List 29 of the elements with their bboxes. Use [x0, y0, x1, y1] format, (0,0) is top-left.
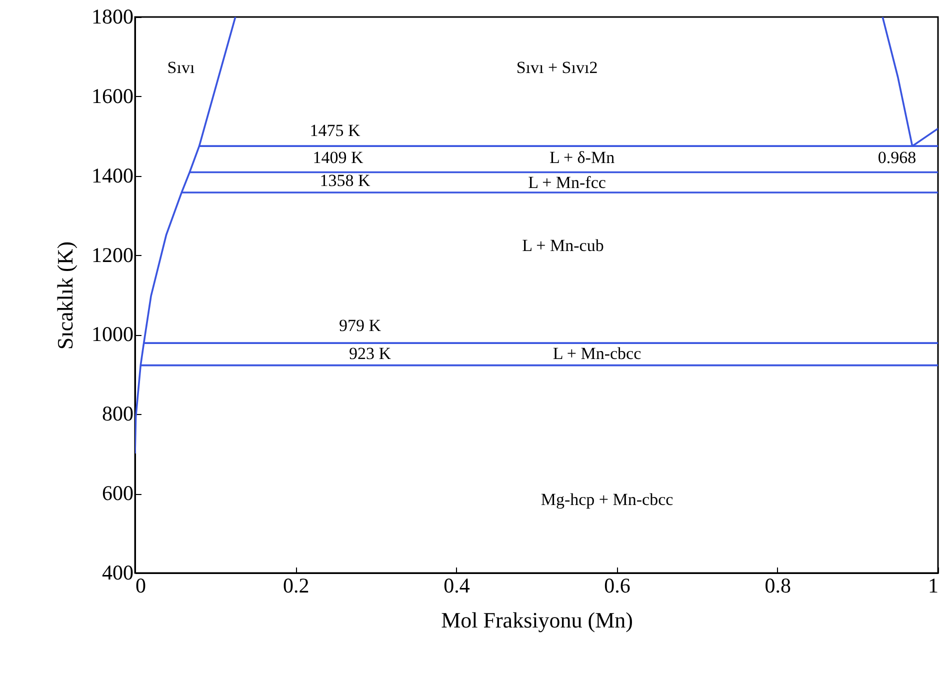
- x-tick-label: 1: [928, 574, 938, 598]
- annotation: L + Mn-cub: [522, 236, 604, 255]
- annotation: 1475 K: [310, 121, 361, 140]
- y-axis-title: Sıcaklık (K): [52, 241, 78, 350]
- y-tick-label: 600: [102, 481, 134, 506]
- annotation: L + δ-Mn: [549, 148, 616, 167]
- y-tick-label: 800: [102, 402, 134, 426]
- y-tick-label: 400: [102, 560, 134, 584]
- annotation: 0.968: [878, 148, 916, 167]
- annotation: Mg-hcp + Mn-cbcc: [540, 490, 674, 509]
- annotation: Sıvı: [167, 58, 195, 77]
- annotation: 1409 K: [312, 148, 364, 167]
- y-tick-label: 1800: [92, 4, 134, 28]
- annotation: 1358 K: [320, 171, 371, 190]
- x-tick-label: 0.8: [764, 574, 792, 598]
- x-axis-title: Mol Fraksiyonu (Mn): [441, 608, 633, 632]
- y-tick-label: 1400: [92, 163, 134, 188]
- x-tick-label: 0.6: [604, 574, 630, 598]
- annotation: L + Mn-cbcc: [552, 344, 642, 363]
- annotation: 923 K: [348, 344, 392, 363]
- y-tick-label: 1000: [92, 322, 134, 346]
- y-tick-label: 1200: [92, 242, 134, 267]
- x-tick-label: 0.2: [282, 574, 310, 598]
- annotation: L + Mn-fcc: [528, 173, 606, 192]
- y-tick-label: 1600: [92, 84, 134, 108]
- x-tick-label: 0: [136, 574, 146, 598]
- annotation: 979 K: [338, 316, 382, 335]
- annotation: Sıvı + Sıvı2: [516, 58, 598, 77]
- x-tick-label: 0.4: [444, 574, 470, 598]
